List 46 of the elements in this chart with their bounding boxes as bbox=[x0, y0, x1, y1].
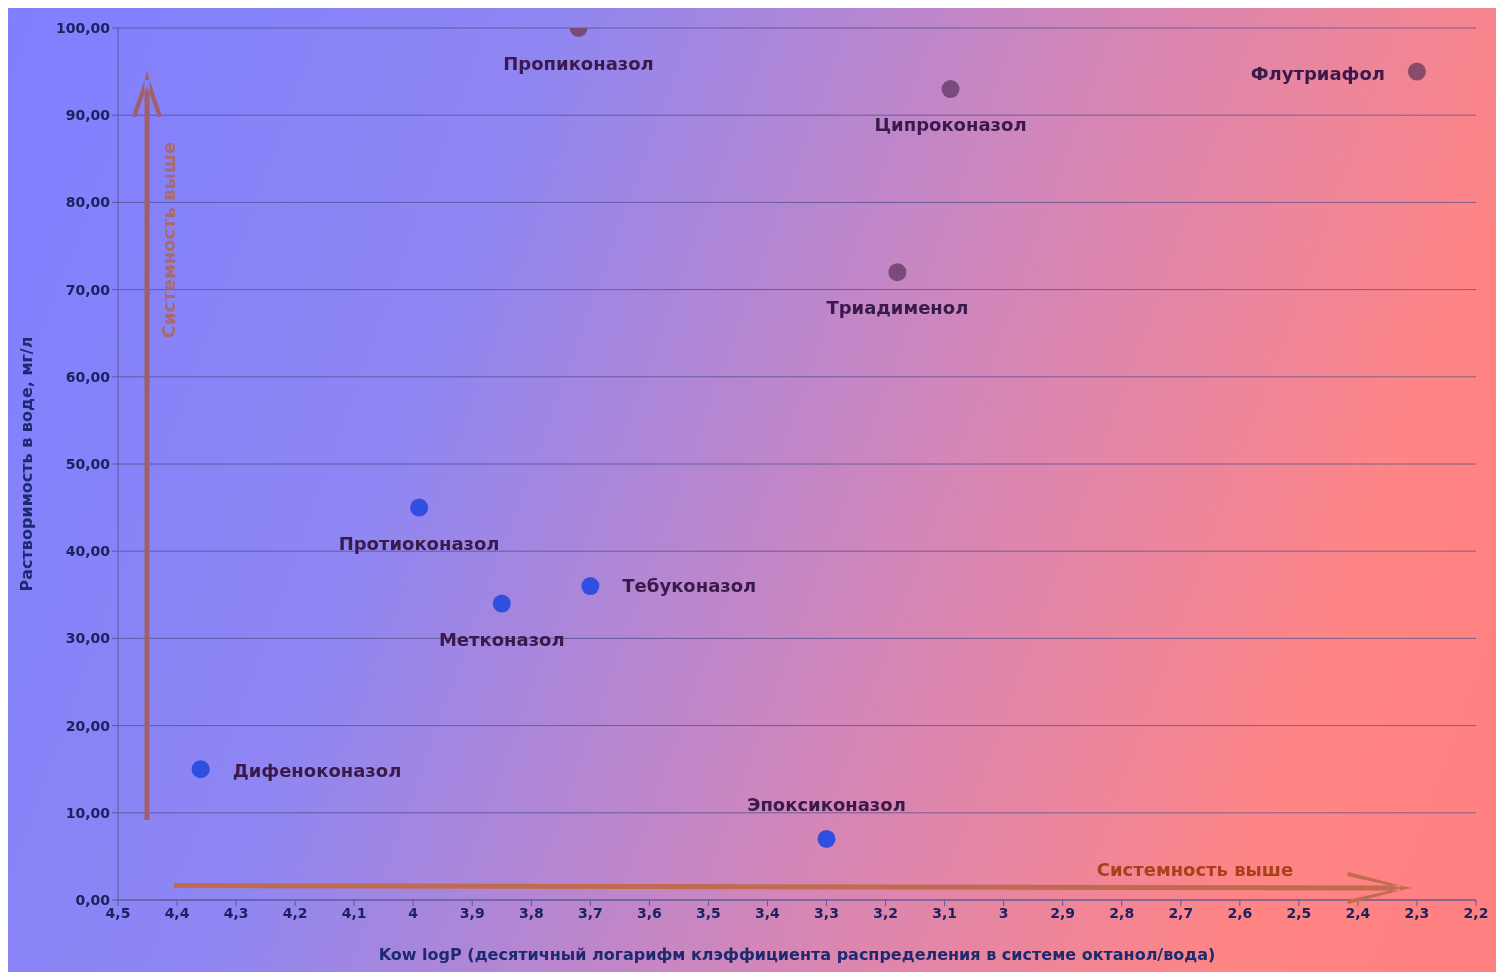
x-tick-label: 2,9 bbox=[1050, 904, 1076, 921]
y-tick-label: 20,00 bbox=[65, 717, 111, 734]
annotation: Тебуконазол bbox=[622, 575, 757, 597]
y-axis-title: Растворимость в воде, мг/л bbox=[16, 336, 36, 592]
x-tick-label: 2,7 bbox=[1168, 904, 1194, 921]
x-tick-label: 2,4 bbox=[1345, 904, 1371, 921]
x-tick-label: 2,2 bbox=[1463, 904, 1489, 921]
x-tick-label: 2,5 bbox=[1286, 904, 1312, 921]
x-tick-label: 4,2 bbox=[282, 904, 308, 921]
annotation: Эпоксиконазол bbox=[747, 793, 906, 815]
x-tick-label: 2,3 bbox=[1404, 904, 1430, 921]
annotation: Системность выше bbox=[158, 141, 179, 339]
x-tick-label: 4,3 bbox=[223, 904, 249, 921]
x-tick-label: 3,3 bbox=[814, 904, 839, 921]
x-tick-label: 3 bbox=[998, 904, 1009, 921]
x-tick-label: 3,8 bbox=[518, 904, 544, 921]
y-tick-label: 70,00 bbox=[65, 281, 111, 298]
y-tick-label: 40,00 bbox=[65, 543, 111, 560]
x-tick-label: 3,7 bbox=[577, 904, 603, 921]
x-tick-label: 4,4 bbox=[164, 904, 190, 921]
x-tick-label: 3,9 bbox=[459, 904, 485, 921]
y-tick-label: 50,00 bbox=[65, 455, 111, 472]
annotation: Дифеноконазол bbox=[232, 760, 402, 782]
x-tick-label: 3,2 bbox=[873, 904, 898, 921]
x-tick-label: 3,5 bbox=[696, 904, 721, 921]
y-tick-label: 30,00 bbox=[65, 630, 111, 647]
y-tick-label: 60,00 bbox=[65, 368, 111, 385]
y-tick-label: 100,00 bbox=[55, 19, 111, 36]
annotation: Ципроконазол bbox=[874, 114, 1027, 136]
x-tick-label: 3,1 bbox=[932, 904, 958, 921]
x-tick-label: 2,8 bbox=[1109, 904, 1135, 921]
annotation: Системность выше bbox=[1096, 859, 1294, 880]
x-tick-label: 4,1 bbox=[341, 904, 367, 921]
y-tick-label: 80,00 bbox=[65, 194, 111, 211]
x-tick-label: 3,4 bbox=[755, 904, 781, 921]
annotation: Метконазол bbox=[438, 628, 565, 650]
y-tick-label: 10,00 bbox=[65, 804, 111, 821]
x-tick-label: 2,6 bbox=[1227, 904, 1253, 921]
annotation: Триадименол bbox=[826, 297, 969, 319]
annotation: Флутриафол bbox=[1250, 62, 1385, 84]
y-tick-label: 90,00 bbox=[65, 107, 111, 124]
annotation: Протиоконазол bbox=[338, 532, 500, 554]
x-tick-label: 4 bbox=[408, 904, 419, 921]
annotation: Пропиконазол bbox=[503, 53, 654, 74]
x-axis-title: Kow logP (десятичный логарифм клэффициента распределения в системе октанол/вода) bbox=[378, 945, 1216, 964]
x-tick-label: 3,6 bbox=[636, 904, 662, 921]
